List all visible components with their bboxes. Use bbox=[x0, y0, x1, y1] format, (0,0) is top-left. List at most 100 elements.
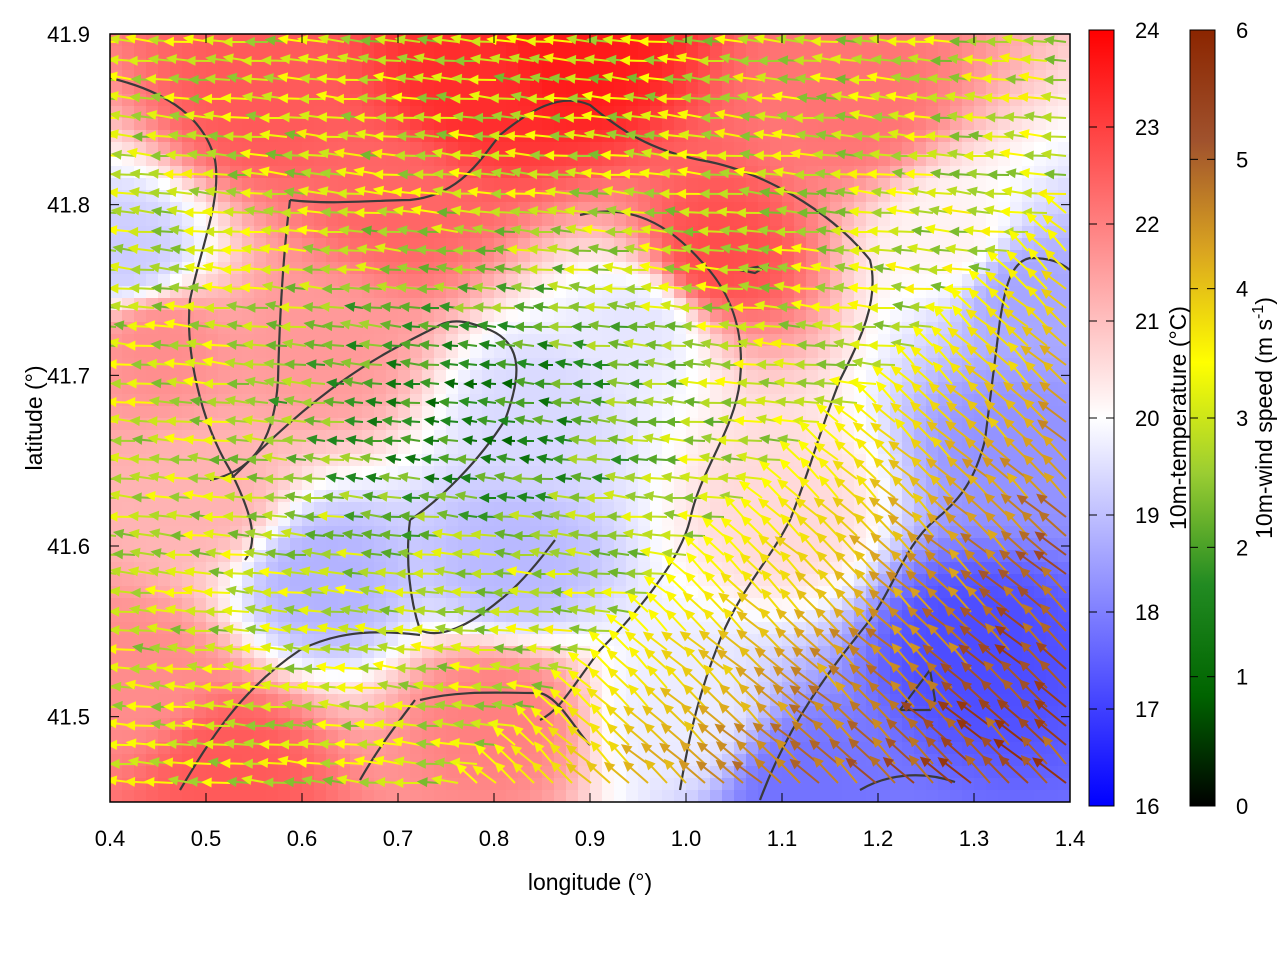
heatmap-cell bbox=[650, 178, 663, 191]
heatmap-cell bbox=[458, 370, 471, 383]
heatmap-cell bbox=[554, 214, 567, 227]
heatmap-cell bbox=[566, 406, 579, 419]
heatmap-cell bbox=[218, 274, 231, 287]
heatmap-cell bbox=[530, 118, 543, 131]
heatmap-cell bbox=[218, 538, 231, 551]
heatmap-cell bbox=[674, 274, 687, 287]
heatmap-cell bbox=[230, 310, 243, 323]
heatmap-cell bbox=[146, 766, 159, 779]
heatmap-cell bbox=[506, 442, 519, 455]
heatmap-cell bbox=[782, 346, 795, 359]
heatmap-cell bbox=[842, 610, 855, 623]
heatmap-cell bbox=[410, 274, 423, 287]
heatmap-cell bbox=[158, 478, 171, 491]
heatmap-cell bbox=[710, 502, 723, 515]
heatmap-cell bbox=[638, 118, 651, 131]
heatmap-cell bbox=[650, 118, 663, 131]
heatmap-cell bbox=[878, 166, 891, 179]
heatmap-cell bbox=[422, 82, 435, 95]
heatmap-cell bbox=[290, 346, 303, 359]
heatmap-cell bbox=[794, 178, 807, 191]
heatmap-cell bbox=[422, 178, 435, 191]
heatmap-cell bbox=[566, 178, 579, 191]
heatmap-cell bbox=[746, 82, 759, 95]
heatmap-cell bbox=[890, 178, 903, 191]
heatmap-cell bbox=[1022, 142, 1035, 155]
heatmap-cell bbox=[602, 214, 615, 227]
heatmap-cell bbox=[782, 214, 795, 227]
heatmap-cell bbox=[578, 394, 591, 407]
heatmap-cell bbox=[218, 178, 231, 191]
heatmap-cell bbox=[362, 82, 375, 95]
heatmap-cell bbox=[770, 346, 783, 359]
heatmap-cell bbox=[194, 46, 207, 59]
heatmap-cell bbox=[230, 406, 243, 419]
heatmap-cell bbox=[122, 502, 135, 515]
heatmap-cell bbox=[410, 778, 423, 791]
heatmap-cell bbox=[734, 214, 747, 227]
heatmap-cell bbox=[422, 58, 435, 71]
heatmap-cell bbox=[566, 142, 579, 155]
heatmap-cell bbox=[578, 310, 591, 323]
heatmap-cell bbox=[566, 214, 579, 227]
heatmap-cell bbox=[626, 46, 639, 59]
heatmap-cell bbox=[326, 310, 339, 323]
heatmap-cell bbox=[854, 118, 867, 131]
heatmap-cell bbox=[554, 622, 567, 635]
heatmap-cell bbox=[734, 178, 747, 191]
heatmap-cell bbox=[602, 274, 615, 287]
heatmap-cell bbox=[302, 178, 315, 191]
heatmap-cell bbox=[938, 178, 951, 191]
heatmap-cell bbox=[242, 154, 255, 167]
heatmap-cell bbox=[518, 154, 531, 167]
heatmap-cell bbox=[602, 142, 615, 155]
heatmap-cell bbox=[614, 310, 627, 323]
heatmap-cell bbox=[926, 82, 939, 95]
heatmap-cell bbox=[674, 394, 687, 407]
heatmap-cell bbox=[278, 178, 291, 191]
heatmap-cell bbox=[806, 430, 819, 443]
heatmap-cell bbox=[254, 694, 267, 707]
heatmap-cell bbox=[170, 118, 183, 131]
heatmap-cell bbox=[434, 466, 447, 479]
heatmap-cell bbox=[554, 154, 567, 167]
heatmap-cell bbox=[950, 682, 963, 695]
heatmap-cell bbox=[218, 214, 231, 227]
heatmap-cell bbox=[1010, 82, 1023, 95]
heatmap-cell bbox=[638, 346, 651, 359]
heatmap-cell bbox=[374, 670, 387, 683]
heatmap-cell bbox=[218, 502, 231, 515]
heatmap-cell bbox=[422, 682, 435, 695]
heatmap-cell bbox=[1010, 406, 1023, 419]
heatmap-cell bbox=[134, 274, 147, 287]
heatmap-cell bbox=[842, 154, 855, 167]
heatmap-cell bbox=[1034, 166, 1047, 179]
heatmap-cell bbox=[806, 214, 819, 227]
heatmap-cell bbox=[710, 610, 723, 623]
heatmap-cell bbox=[338, 178, 351, 191]
heatmap-cell bbox=[386, 178, 399, 191]
heatmap-cell bbox=[890, 214, 903, 227]
heatmap-cell bbox=[242, 346, 255, 359]
heatmap-cell bbox=[926, 178, 939, 191]
heatmap-cell bbox=[842, 118, 855, 131]
heatmap-cell bbox=[158, 394, 171, 407]
heatmap-cell bbox=[434, 346, 447, 359]
heatmap-cell bbox=[158, 538, 171, 551]
heatmap-cell bbox=[170, 82, 183, 95]
heatmap-cell bbox=[158, 154, 171, 167]
heatmap-cell bbox=[710, 82, 723, 95]
heatmap-cell bbox=[698, 142, 711, 155]
heatmap-cell bbox=[854, 46, 867, 59]
heatmap-cell bbox=[266, 46, 279, 59]
heatmap-cell bbox=[482, 562, 495, 575]
heatmap-cell bbox=[902, 118, 915, 131]
heatmap-cell bbox=[986, 178, 999, 191]
heatmap-cell bbox=[230, 550, 243, 563]
heatmap-cell bbox=[422, 634, 435, 647]
heatmap-cell bbox=[410, 142, 423, 155]
heatmap-cell bbox=[182, 178, 195, 191]
heatmap-cell bbox=[770, 574, 783, 587]
heatmap-cell bbox=[554, 58, 567, 71]
heatmap-cell bbox=[386, 766, 399, 779]
